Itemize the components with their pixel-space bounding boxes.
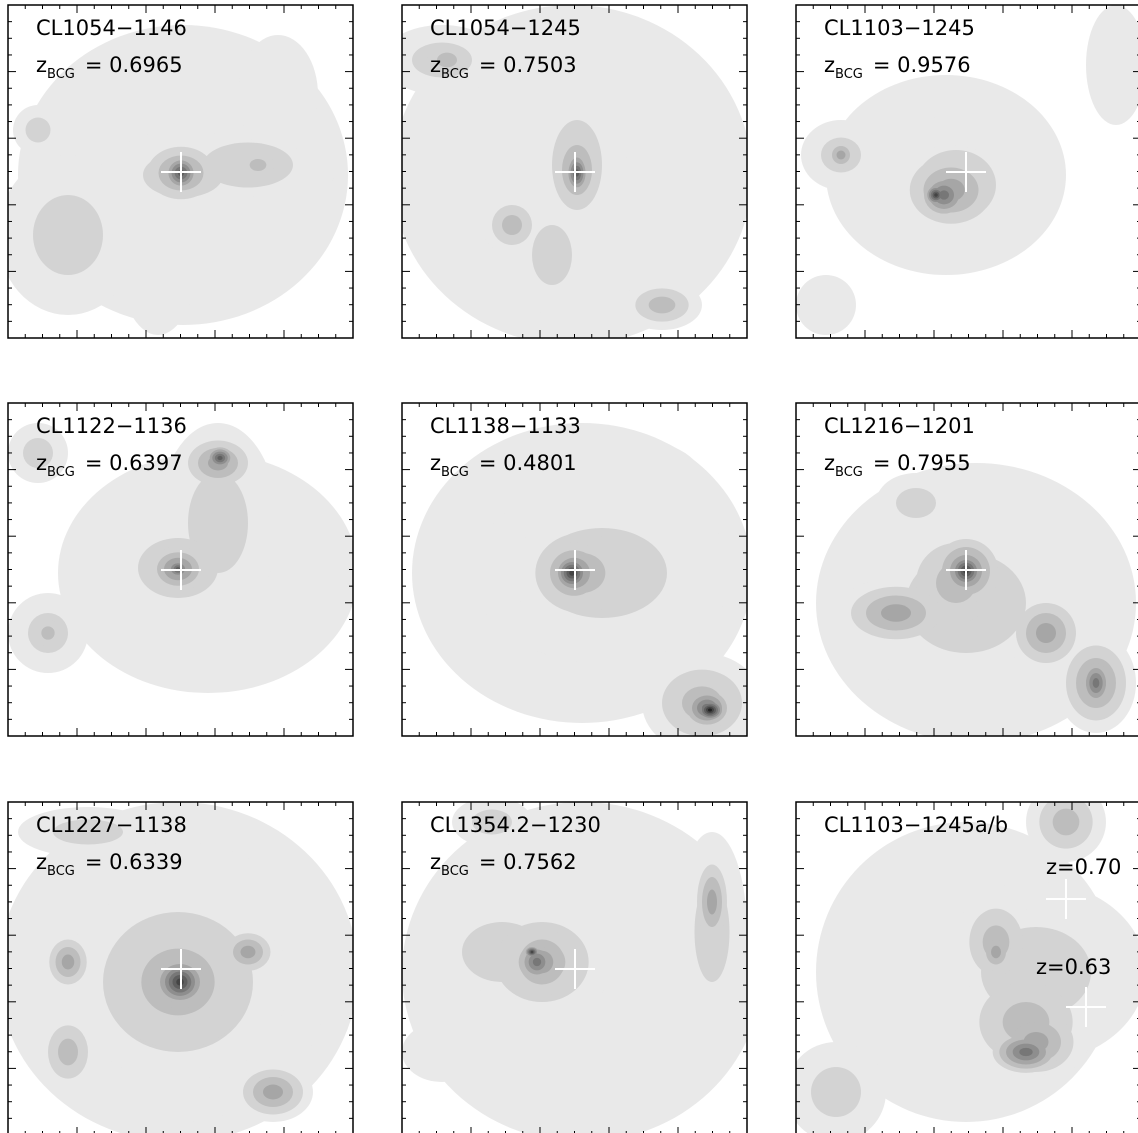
z-symbol: z [430, 850, 441, 874]
panel: CL1138−1133 zBCG = 0.4801 [401, 402, 748, 737]
contour-level [1052, 808, 1080, 836]
contour-level [1019, 1047, 1033, 1057]
z-value: = 0.6339 [85, 850, 183, 874]
redshift-label: zBCG = 0.6339 [36, 850, 183, 879]
z-subscript: BCG [441, 465, 469, 480]
z-symbol: z [36, 850, 47, 874]
z-symbol: z [430, 53, 441, 77]
contour-level [569, 570, 575, 576]
redshift-label: zBCG = 0.9576 [824, 53, 971, 82]
contour-level [240, 945, 256, 959]
z-symbol: z [36, 451, 47, 475]
redshift-label: zBCG = 0.4801 [430, 451, 577, 480]
panel: CL1122−1136 zBCG = 0.6397 [7, 402, 354, 737]
z-value: = 0.9576 [873, 53, 971, 77]
panel: CL1354.2−1230 zBCG = 0.7562 [401, 801, 748, 1133]
z-symbol: z [824, 53, 835, 77]
contour-level [530, 951, 534, 953]
panel-title: CL1122−1136 [36, 414, 187, 438]
contour-level [532, 957, 542, 967]
z-value: = 0.7562 [479, 850, 577, 874]
contour-level [58, 1038, 78, 1066]
contour-level [881, 604, 911, 622]
contour-level [53, 819, 123, 845]
panel: CL1103−1245 zBCG = 0.9576 [795, 4, 1138, 339]
contour-level [437, 52, 457, 68]
z-value: = 0.7503 [479, 53, 577, 77]
contour-level [472, 809, 512, 835]
z-subscript: BCG [47, 864, 75, 879]
contour-level [25, 117, 51, 143]
contour-level [502, 215, 522, 235]
z-subscript: BCG [835, 67, 863, 82]
z-value: = 0.6965 [85, 53, 183, 77]
contour-level [648, 296, 676, 314]
contours [402, 5, 747, 338]
panel-title: CL1216−1201 [824, 414, 975, 438]
panel-title: CL1138−1133 [430, 414, 581, 438]
redshift-label: zBCG = 0.7503 [430, 53, 577, 82]
panel: CL1216−1201 zBCG = 0.7955 [795, 402, 1138, 737]
contour-level [1086, 5, 1138, 125]
contour-level [836, 150, 846, 160]
z-symbol: z [430, 451, 441, 475]
annotation: z=0.63 [1036, 955, 1111, 979]
panel-title: CL1054−1245 [430, 16, 581, 40]
contour-level [263, 1084, 283, 1100]
z-subscript: BCG [835, 465, 863, 480]
contours [796, 5, 1138, 335]
contour-level [33, 195, 103, 275]
contour-level [532, 225, 572, 285]
panel-title: CL1103−1245a/b [824, 813, 1008, 837]
redshift-label: zBCG = 0.6397 [36, 451, 183, 480]
panel-title: CL1354.2−1230 [430, 813, 601, 837]
contours [8, 25, 348, 335]
contour-level [796, 275, 856, 335]
contour-level [41, 626, 55, 640]
panel-title: CL1227−1138 [36, 813, 187, 837]
contours [402, 802, 747, 1133]
annotation: z=0.70 [1046, 855, 1121, 879]
contour-level [1092, 678, 1100, 688]
z-symbol: z [36, 53, 47, 77]
contour-level [238, 35, 318, 155]
contour-level [249, 159, 267, 171]
contour-level [811, 1067, 861, 1117]
contours [8, 802, 353, 1133]
z-subscript: BCG [47, 465, 75, 480]
z-value: = 0.4801 [479, 451, 577, 475]
contours [8, 423, 353, 693]
panel: CL1227−1138 zBCG = 0.6339 [7, 801, 354, 1133]
redshift-label: zBCG = 0.7562 [430, 850, 577, 879]
z-value: = 0.7955 [873, 451, 971, 475]
contour-level [23, 438, 53, 468]
contour-level [402, 1022, 482, 1082]
contour-level [217, 455, 223, 461]
z-subscript: BCG [47, 67, 75, 82]
panel-title: CL1054−1146 [36, 16, 187, 40]
contour-level [991, 945, 1001, 959]
panel: CL1103−1245a/b z=0.70 z=0.63 [795, 801, 1138, 1133]
panel-title: CL1103−1245 [824, 16, 975, 40]
panel: CL1054−1245 zBCG = 0.7503 [401, 4, 748, 339]
contour-level [934, 193, 938, 197]
z-value: = 0.6397 [85, 451, 183, 475]
contour-level [1036, 623, 1056, 643]
redshift-label: zBCG = 0.6965 [36, 53, 183, 82]
contour-level [708, 708, 712, 712]
z-subscript: BCG [441, 67, 469, 82]
contour-level [61, 954, 75, 970]
contour-level [939, 190, 949, 200]
panel: CL1054−1146 zBCG = 0.6965 [7, 4, 354, 339]
z-symbol: z [824, 451, 835, 475]
redshift-label: zBCG = 0.7955 [824, 451, 971, 480]
z-subscript: BCG [441, 864, 469, 879]
contour-level [707, 889, 717, 915]
contours [816, 463, 1136, 736]
contours [412, 423, 747, 736]
contour-level [896, 488, 936, 518]
